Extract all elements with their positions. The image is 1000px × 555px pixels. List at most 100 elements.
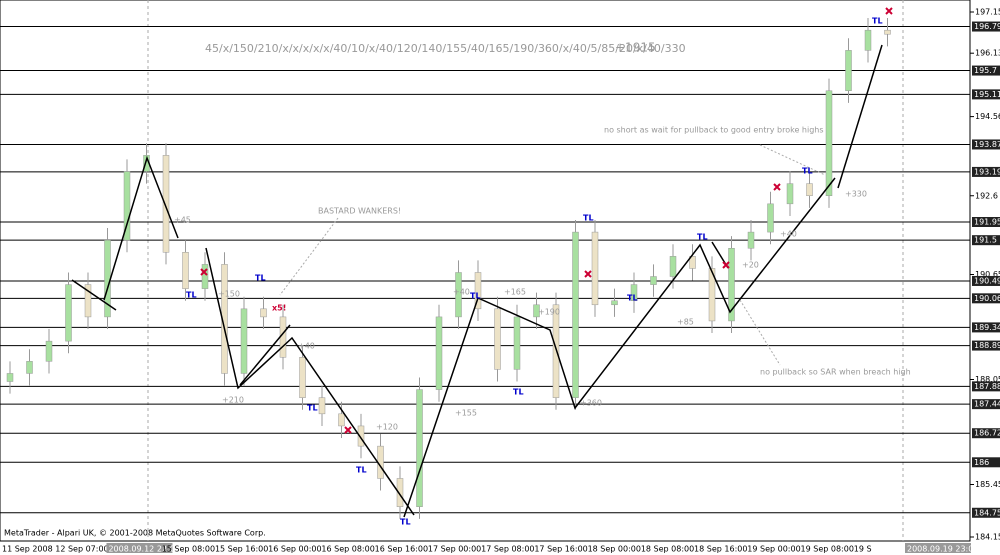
candle-body [162, 155, 170, 253]
x-tick-label: 15 Sep 16:00 [215, 545, 268, 554]
tl-label: TL [627, 294, 638, 303]
level-label: 184.75 [974, 508, 1000, 517]
x-tick-label: 18 Sep 16:00 [694, 545, 747, 554]
annotation-line [739, 299, 781, 366]
level-label: 191.95 [974, 218, 1000, 227]
x-tick-label: 2008.09.12 22:00 [108, 545, 179, 554]
footer: MetaTrader - Alpari UK, © 2001-2008 Meta… [4, 529, 266, 538]
candle-body [630, 284, 638, 302]
trade-label: +40 [298, 342, 315, 351]
level-box [972, 399, 1000, 410]
trade-label: +120 [376, 423, 398, 432]
y-tick-label: 184.15 [975, 533, 1000, 542]
tl-label: TL [307, 404, 318, 413]
level-box [972, 293, 1000, 304]
x-tick-label: 17 Sep 00:00 [428, 545, 481, 554]
level-label: 189.34 [974, 323, 1000, 332]
candle-body [396, 478, 404, 507]
level-label: 186.72 [974, 429, 1000, 438]
y-tick-label: 192.6 [975, 191, 998, 200]
level-box [972, 457, 1000, 468]
candle-body [728, 248, 735, 322]
candle-body [416, 389, 423, 507]
level-box [972, 139, 1000, 150]
trade-label: +330 [845, 190, 867, 199]
trade-label: +45 [174, 216, 191, 225]
x-tick-label: 15 Sep 08:00 [162, 545, 215, 554]
level-box [972, 21, 1000, 32]
level-box [972, 217, 1000, 227]
level-label: 190.06 [974, 294, 1000, 303]
trade-label: +40 [453, 288, 470, 297]
candle-body [708, 268, 716, 322]
x-tick-label: 11 Sep 2008 [2, 545, 53, 554]
trade-label: +150 [218, 290, 240, 299]
trade-sequence: 45/x/150/210/x/x/x/x/x/40/10/x/40/120/14… [205, 42, 686, 55]
candle-body [533, 304, 540, 318]
candle-body [552, 304, 560, 398]
candle-body [572, 231, 579, 398]
candle-body [318, 397, 326, 415]
candle-body [260, 308, 267, 318]
tl-label: TL [186, 291, 197, 300]
annotation: no short as wait for pullback to good en… [604, 126, 824, 135]
trade-label: +20 [742, 261, 759, 270]
y-tick-label: 196.13 [975, 49, 1000, 58]
candle-body [240, 308, 248, 374]
level-box [972, 275, 1000, 286]
plot-frame [0, 0, 971, 542]
y-tick-label: 194.56 [975, 112, 1000, 121]
x-tick-label: 19 S [854, 545, 872, 554]
x-tick-label: 19 Sep 00:00 [747, 545, 800, 554]
x-highlight [106, 543, 173, 553]
trade-label: +155 [455, 409, 477, 418]
candle-body [845, 50, 852, 91]
exit-markers [200, 7, 893, 434]
trade-label: +190 [538, 308, 560, 317]
tl-label: TL [802, 167, 813, 176]
level-box [972, 340, 1000, 351]
x-tick-label: 18 Sep 08:00 [641, 545, 694, 554]
candle-body [494, 308, 501, 370]
candle-body [747, 231, 755, 249]
x-tick-label: 12 Sep 07:00 [55, 545, 108, 554]
level-box [972, 166, 1000, 177]
tl-label: TL [400, 518, 411, 527]
candle-body [84, 284, 92, 318]
total: +1915 [615, 41, 656, 55]
x-tick-label: 16 Sep 16:00 [375, 545, 428, 554]
tl-label: TL [356, 466, 367, 475]
tl-label: TL [583, 214, 594, 223]
x-tick-label: 16 Sep 08:00 [321, 545, 374, 554]
x-tick-label: 17 Sep 08:00 [481, 545, 534, 554]
y-tick-label: 185.45 [975, 480, 1000, 489]
annotation: no pullback so SAR when breach high [760, 368, 911, 377]
level-label: 195.7 [974, 66, 997, 75]
level-label: 191.5 [974, 236, 997, 245]
tl-label: TL [513, 388, 524, 397]
level-label: 195.11 [974, 90, 1000, 99]
level-box [972, 428, 1000, 439]
candle-body [123, 171, 131, 241]
candle-body [513, 316, 521, 370]
candle-body [591, 231, 599, 306]
tl-label: TL [872, 17, 883, 26]
level-label: 193.87 [974, 140, 1000, 149]
annotation-line [279, 217, 339, 296]
candle-body [201, 264, 209, 289]
candle-body [689, 256, 696, 269]
trade-label: x5! [272, 304, 286, 313]
candle-body [650, 276, 657, 285]
candle-body [825, 90, 833, 196]
level-label: 187.88 [974, 382, 1000, 391]
candle-body [6, 373, 14, 382]
level-box [972, 381, 1000, 392]
candle-body [455, 272, 462, 318]
candle-body [338, 413, 345, 427]
trade-label: +360 [580, 399, 602, 408]
candle-body [279, 316, 287, 358]
level-label: 188.89 [974, 341, 1000, 350]
candle-body [65, 284, 72, 342]
x-tick-label: 16 Sep 00:00 [268, 545, 321, 554]
